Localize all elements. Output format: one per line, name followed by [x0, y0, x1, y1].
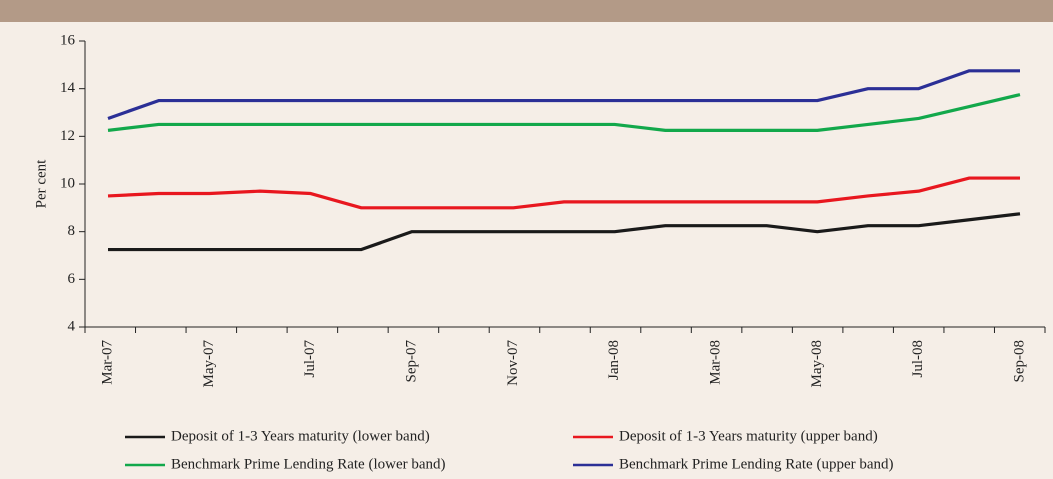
x-tick-label: May-07	[201, 340, 217, 388]
y-tick-label: 10	[60, 175, 75, 191]
series-line	[107, 176, 1020, 210]
x-tick-label: Jul-08	[910, 340, 926, 378]
x-tick-label: Sep-07	[403, 340, 419, 383]
y-tick-label: 16	[60, 32, 76, 48]
legend-label: Benchmark Prime Lending Rate (upper band…	[619, 456, 894, 472]
series-line	[108, 212, 1021, 252]
y-tick-label: 14	[60, 80, 76, 96]
x-tick-label: Sep-08	[1011, 340, 1027, 383]
legend-label: Benchmark Prime Lending Rate (lower band…	[171, 456, 446, 472]
y-tick-label: 6	[68, 271, 76, 287]
series-line	[107, 93, 1021, 132]
header-band	[0, 0, 1053, 22]
x-tick-label: Mar-08	[707, 340, 723, 385]
x-tick-label: Jan-08	[606, 340, 622, 380]
x-tick-label: May-08	[809, 340, 825, 388]
x-tick-label: Nov-07	[505, 340, 521, 386]
x-tick-label: Mar-07	[99, 340, 115, 385]
legend-label: Deposit of 1-3 Years maturity (lower ban…	[171, 428, 430, 444]
y-tick-label: 4	[68, 318, 76, 334]
y-tick-label: 8	[68, 223, 76, 239]
legend-label: Deposit of 1-3 Years maturity (upper ban…	[619, 428, 878, 444]
x-tick-label: Jul-07	[302, 340, 318, 378]
series-line	[107, 69, 1020, 120]
y-tick-label: 12	[60, 128, 75, 144]
y-axis-label: Per cent	[33, 159, 49, 209]
